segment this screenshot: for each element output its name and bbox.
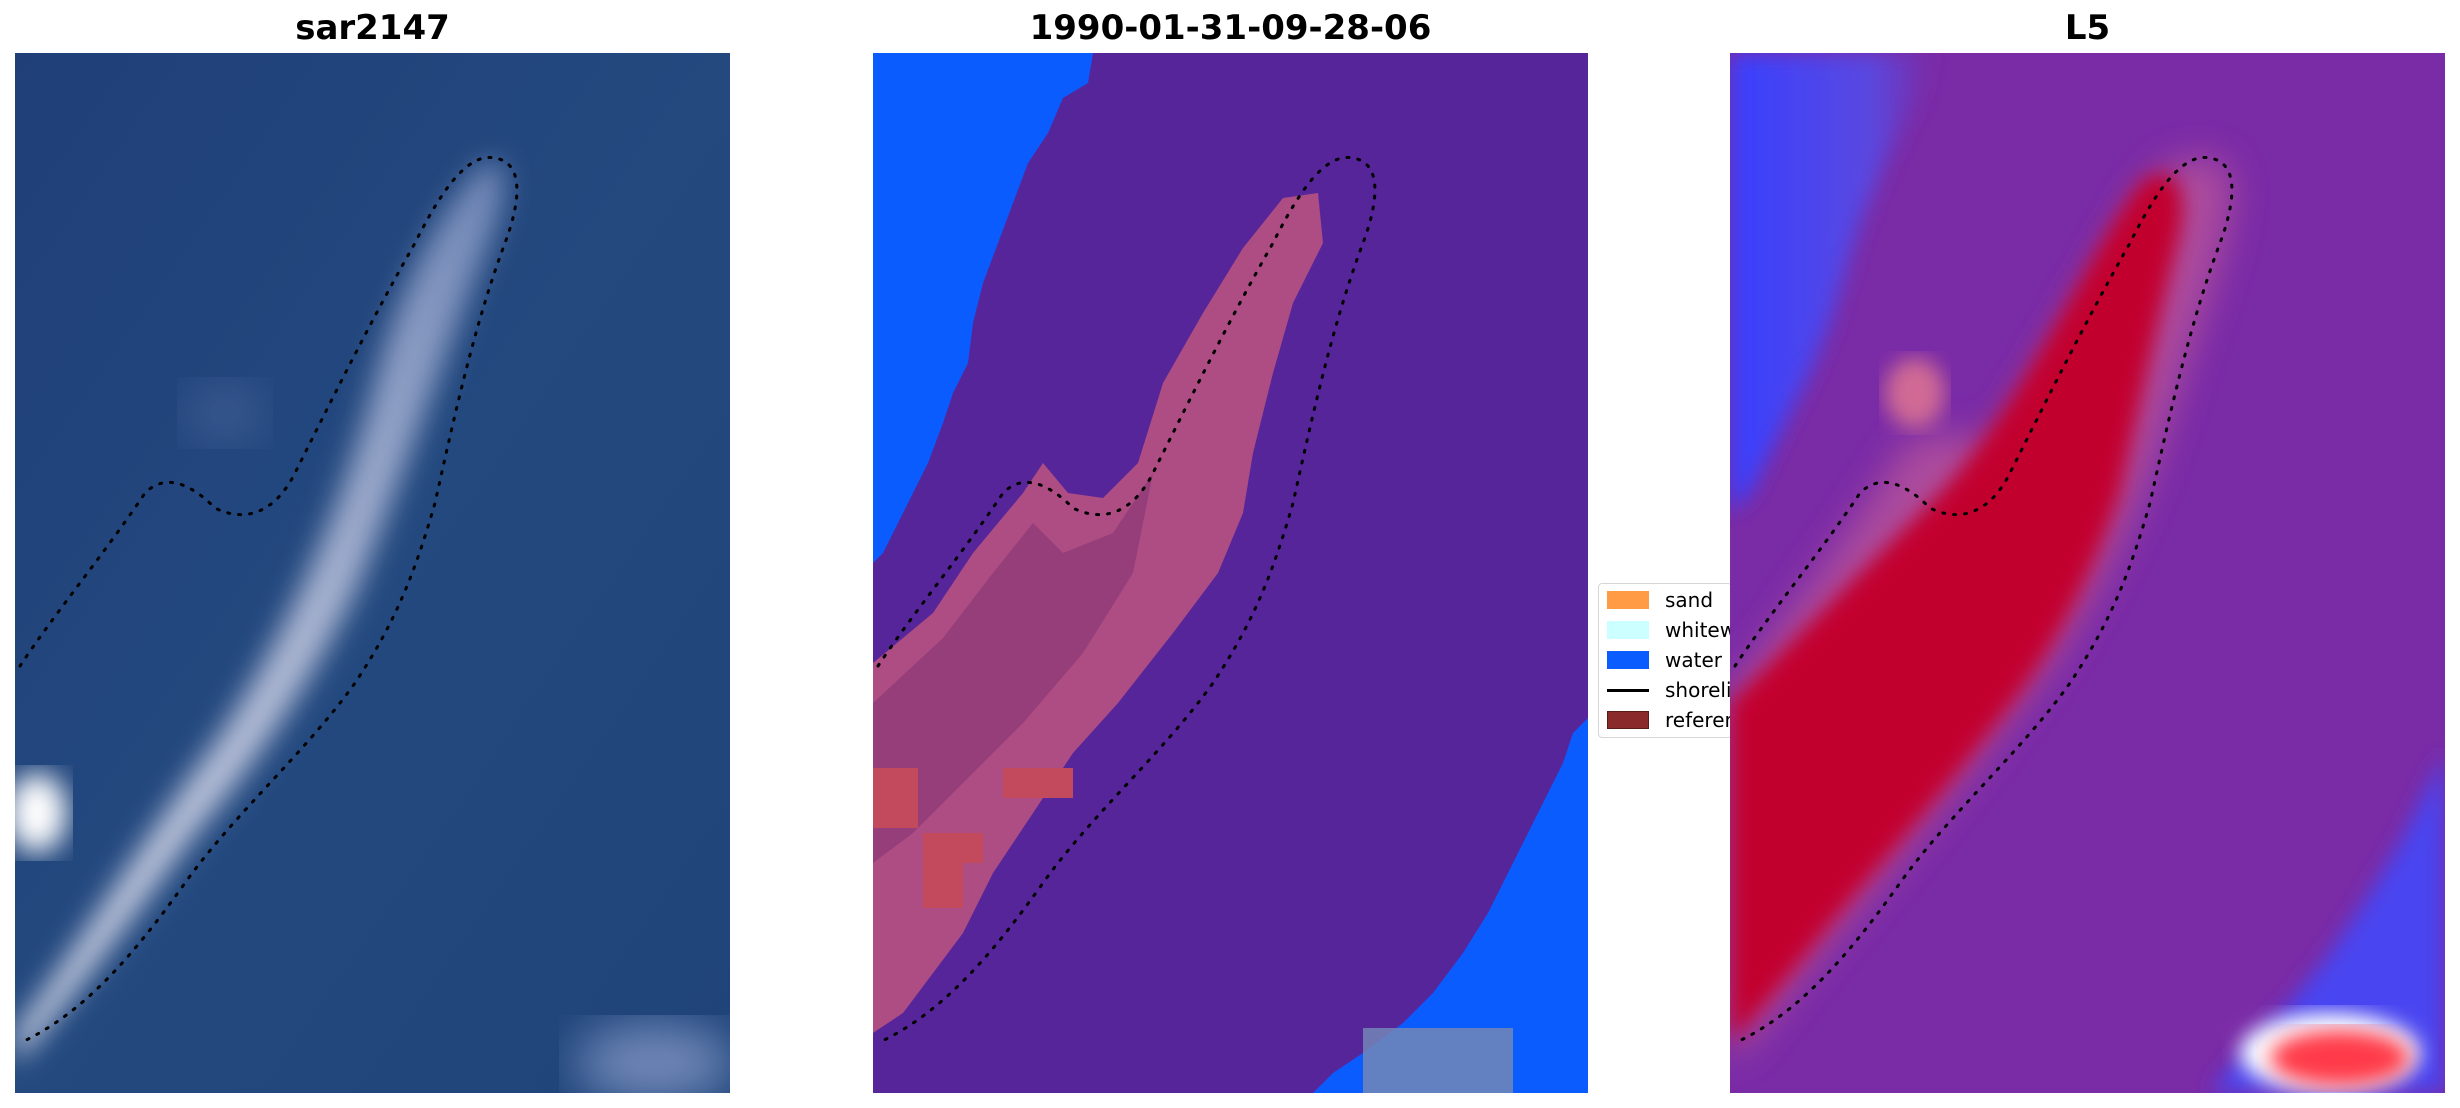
class-reference-patch-3 [923, 833, 983, 863]
panel-l5-map [1730, 53, 2445, 1093]
legend-label-shoreline: shoreline [1665, 678, 1732, 702]
class-water-right [1313, 718, 1588, 1093]
class-bright-blob [1363, 1028, 1513, 1093]
l5-blue-right [2210, 753, 2445, 1093]
legend-swatch-sand [1607, 591, 1649, 609]
class-dark-interior [873, 473, 1153, 863]
legend-label-water: water [1665, 648, 1722, 672]
sar-faint-patch [185, 383, 265, 443]
classification-canvas [873, 53, 1588, 1093]
sar-image-canvas [15, 53, 730, 1093]
l5-canvas [1730, 53, 2445, 1093]
l5-high-probability [1730, 173, 2183, 1043]
panel-title-l5: L5 [2064, 8, 2111, 48]
sar-corner-glow [575, 1023, 730, 1093]
legend-swatch-shoreline [1607, 688, 1649, 692]
panel-title-sar: sar2147 [295, 8, 450, 48]
panel-sar-image [15, 53, 730, 1093]
panel-title-classification: 1990-01-31-09-28-06 [1029, 8, 1432, 48]
l5-blue-left [1730, 53, 1930, 513]
l5-red-corner [2270, 1030, 2410, 1086]
class-reference-patch-1 [873, 768, 918, 828]
legend-item-reference: reference [1607, 708, 1731, 732]
legend-swatch-water [1607, 651, 1649, 669]
legend-item-water: water [1607, 648, 1722, 672]
sar-bright-spot [15, 773, 67, 853]
legend-swatch-whitewater [1607, 621, 1649, 639]
class-sand-overlay [873, 193, 1323, 1033]
class-reference-patch-4 [923, 863, 963, 908]
legend-label-reference: reference [1665, 708, 1731, 732]
legend-item-sand: sand [1607, 588, 1713, 612]
sar-water-background [15, 53, 730, 1093]
legend-label-sand: sand [1665, 588, 1714, 612]
class-water-left [873, 53, 1093, 563]
l5-pink-spot [1885, 358, 1945, 428]
legend-swatch-reference [1607, 711, 1649, 729]
legend-item-shoreline: shoreline [1607, 678, 1732, 702]
panel-classification-map [873, 53, 1588, 1093]
class-reference-patch-2 [1003, 768, 1073, 798]
sar-bright-spit [15, 161, 504, 1063]
